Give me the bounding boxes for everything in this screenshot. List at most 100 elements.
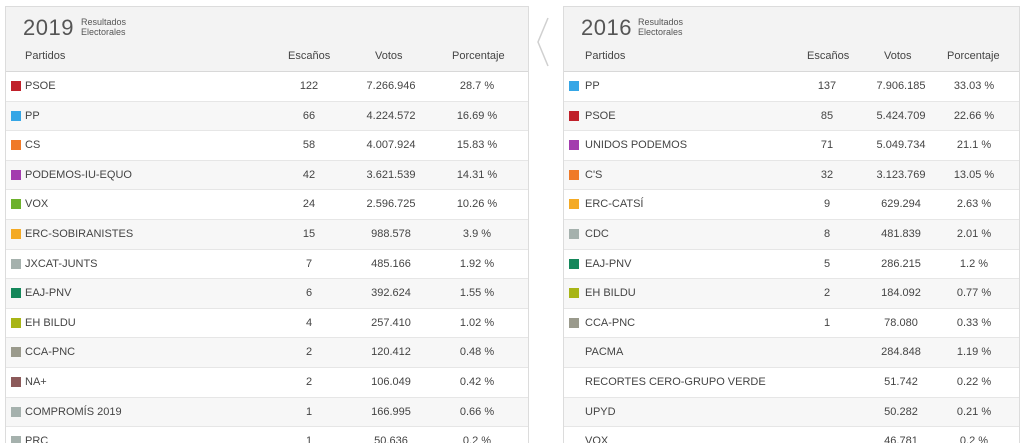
table-row: CCA-PNC 1 78.080 0.33 %: [564, 309, 1019, 339]
party-name: PACMA: [585, 346, 624, 359]
votes-value: 120.412: [371, 346, 411, 359]
party-name: ERC-CATSÍ: [585, 198, 644, 211]
seats-value: 4: [305, 316, 313, 329]
votes-value: 7.266.946: [366, 80, 416, 92]
percentage-value: 0.2 %: [959, 435, 989, 443]
column-header-percentage: Porcentaje: [452, 50, 505, 62]
table-row: COMPROMÍS 2019 1 166.995 0.66 %: [6, 397, 528, 428]
panel-subtitle: Resultados Electorales: [81, 17, 126, 37]
table-row: PACMA 284.848 1.19 %: [564, 338, 1019, 368]
votes-value: 481.839: [881, 227, 921, 240]
table-row: ERC-CATSÍ 9 629.294 2.63 %: [564, 190, 1019, 220]
party-color-swatch: [569, 169, 579, 180]
percentage-value: 2.63 %: [956, 198, 992, 211]
percentage-value: 0.42 %: [459, 375, 495, 388]
column-header-votes: Votos: [884, 50, 912, 62]
party-color-swatch: [11, 140, 21, 151]
party-color-swatch: [569, 228, 579, 239]
party-name: UNIDOS PODEMOS: [585, 139, 688, 152]
seats-value: 6: [305, 287, 313, 300]
party-name: PSOE: [585, 109, 616, 122]
party-color-swatch: [11, 169, 21, 180]
party-color-swatch: [569, 140, 579, 151]
table-row: EAJ-PNV 5 286.215 1.2 %: [564, 250, 1019, 280]
table-row: PRC 1 50.636 0.2 %: [6, 427, 528, 443]
percentage-value: 16.69 %: [456, 109, 498, 122]
table-row: CCA-PNC 2 120.412 0.48 %: [6, 338, 528, 368]
votes-value: 50.636: [374, 435, 408, 443]
party-color-swatch: [11, 406, 21, 417]
votes-value: 106.049: [371, 375, 411, 388]
results-panel-2016: 2016 Resultados Electorales Partidos Esc…: [563, 6, 1020, 443]
table-row: EH BILDU 4 257.410 1.02 %: [6, 309, 528, 339]
chevron-left-icon: [537, 17, 549, 67]
votes-value: 284.848: [881, 346, 921, 359]
seats-value: 2: [823, 287, 831, 300]
column-header-party: Partidos: [585, 50, 626, 62]
votes-value: 286.215: [881, 257, 921, 270]
results-panel-2019: 2019 Resultados Electorales Partidos Esc…: [5, 6, 529, 443]
party-name: RECORTES CERO-GRUPO VERDE: [585, 375, 766, 388]
percentage-value: 0.66 %: [459, 405, 495, 418]
percentage-value: 0.33 %: [956, 316, 992, 329]
party-name: CCA-PNC: [25, 346, 76, 359]
table-row: UNIDOS PODEMOS 71 5.049.734 21.1 %: [564, 131, 1019, 161]
party-color-swatch: [11, 110, 21, 121]
party-color-swatch: [569, 199, 579, 210]
seats-value: 66: [302, 109, 316, 122]
percentage-value: 13.05 %: [953, 168, 995, 181]
party-name: C'S: [585, 168, 603, 181]
panel-header: 2016 Resultados Electorales Partidos Esc…: [564, 7, 1019, 72]
votes-value: 3.621.539: [366, 168, 416, 181]
party-name: CDC: [585, 227, 609, 240]
percentage-value: 22.66 %: [953, 109, 995, 122]
party-color-swatch: [11, 199, 21, 210]
subtitle-line-2: Electorales: [638, 27, 683, 37]
party-name: ERC-SOBIRANISTES: [25, 227, 134, 240]
percentage-value: 1.55 %: [459, 287, 495, 300]
party-name: PRC: [25, 435, 49, 443]
panel-separator: [530, 8, 560, 442]
percentage-value: 15.83 %: [456, 139, 498, 152]
party-color-swatch: [11, 376, 21, 387]
seats-value: 42: [302, 168, 316, 181]
percentage-value: 2.01 %: [956, 227, 992, 240]
votes-value: 50.282: [884, 405, 918, 418]
votes-value: 166.995: [371, 405, 411, 418]
percentage-value: 14.31 %: [456, 168, 498, 181]
column-header-percentage: Porcentaje: [947, 50, 1000, 62]
party-color-swatch: [11, 347, 21, 358]
percentage-value: 0.77 %: [956, 287, 992, 300]
party-name: CCA-PNC: [585, 316, 636, 329]
party-color-swatch: [569, 317, 579, 328]
panel-year: 2016: [581, 15, 632, 40]
party-color-swatch: [11, 317, 21, 328]
subtitle-line-1: Resultados: [638, 17, 684, 27]
seats-value: 2: [305, 375, 313, 388]
seats-value: 137: [817, 80, 837, 92]
votes-value: 4.224.572: [366, 109, 416, 122]
votes-value: 392.624: [371, 287, 411, 300]
votes-value: 3.123.769: [876, 168, 926, 181]
party-color-swatch: [569, 81, 579, 91]
seats-value: 8: [823, 227, 831, 240]
percentage-value: 1.19 %: [956, 346, 992, 359]
seats-value: 1: [823, 316, 831, 329]
column-header-votes: Votos: [375, 50, 403, 62]
party-name: UPYD: [585, 405, 616, 418]
percentage-value: 28.7 %: [459, 80, 495, 92]
party-name: EH BILDU: [25, 316, 76, 329]
party-name: PP: [585, 80, 600, 92]
subtitle-line-2: Electorales: [81, 27, 126, 37]
party-color-swatch: [11, 436, 21, 443]
party-name: VOX: [25, 198, 49, 211]
party-name: COMPROMÍS 2019: [25, 405, 122, 418]
table-row: VOX 24 2.596.725 10.26 %: [6, 190, 528, 220]
votes-value: 988.578: [371, 227, 411, 240]
table-row: PSOE 122 7.266.946 28.7 %: [6, 72, 528, 102]
percentage-value: 0.21 %: [956, 405, 992, 418]
party-name: NA+: [25, 375, 47, 388]
table-row: EH BILDU 2 184.092 0.77 %: [564, 279, 1019, 309]
seats-value: 58: [302, 139, 316, 152]
party-color-swatch: [569, 110, 579, 121]
